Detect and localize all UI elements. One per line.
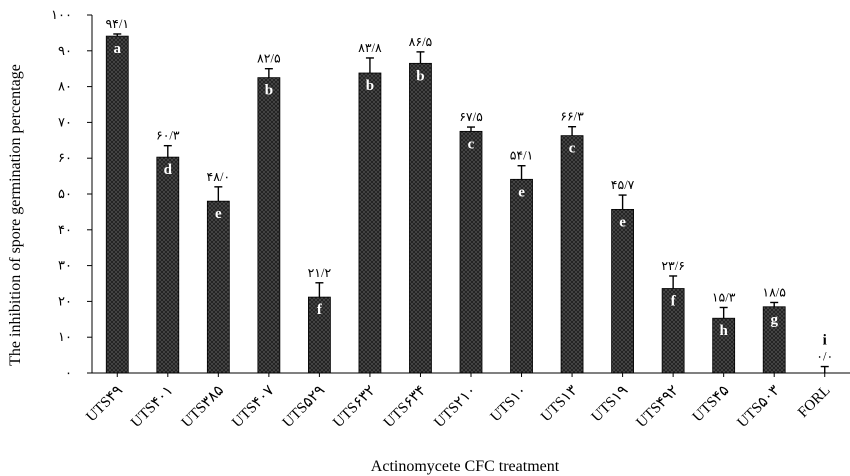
- group-letter: h: [719, 323, 728, 339]
- x-tick-label: UTS۴۵: [690, 383, 733, 426]
- bars: ۹۴/۱ a ۶۰/۳ d ۴۸/۰ e ۸۲/۵ b ۲۱/۲ f ۸۳/۸ b ۸۶/۵ b ۶۷/۵ c…: [105, 17, 833, 374]
- y-axis-label: The inhibition of spore germination perc…: [7, 64, 24, 366]
- x-tick-label: UTS۳۸۵: [179, 383, 227, 431]
- group-letter: e: [215, 206, 222, 222]
- bar: [459, 130, 483, 374]
- group-letter: c: [569, 141, 576, 157]
- group-letter: b: [265, 83, 273, 99]
- data-label: ۶۶/۳: [560, 110, 584, 124]
- y-tick-label: ۷۰: [58, 114, 72, 129]
- group-letter: d: [164, 162, 173, 178]
- y-axis-ticks: ۰ ۱۰ ۲۰ ۳۰ ۴۰ ۵۰ ۶۰ ۷۰ ۸۰ ۹۰ ۱۰۰: [51, 7, 92, 380]
- y-tick-label: ۸۰: [58, 79, 72, 94]
- bar: [611, 208, 634, 374]
- data-label: ۸۲/۵: [257, 52, 281, 66]
- bar: [206, 200, 230, 374]
- bar: [510, 178, 533, 374]
- bar: [409, 62, 432, 374]
- bar: [156, 156, 180, 374]
- group-letter: f: [671, 294, 677, 310]
- group-letter: b: [416, 68, 424, 84]
- bar: [257, 77, 281, 374]
- data-label: ۶۰/۳: [156, 129, 180, 143]
- x-tick-label: UTS۶۳۴: [381, 383, 429, 431]
- data-label: ۱۵/۳: [712, 290, 736, 304]
- group-letter: c: [468, 136, 475, 152]
- group-letter: a: [114, 41, 122, 57]
- data-label: ۱۸/۵: [762, 285, 786, 299]
- group-letter: e: [619, 214, 626, 230]
- x-tick-label: UTS۱۳: [538, 383, 581, 426]
- x-axis-label: Actinomycete CFC treatment: [371, 458, 560, 475]
- y-tick-label: ۲۰: [58, 293, 72, 308]
- y-tick-label: ۴۰: [58, 222, 72, 237]
- x-tick-label: UTS۱۰: [488, 383, 531, 426]
- group-letter: f: [317, 302, 323, 318]
- x-tick-label: UTS۵۲۹: [280, 383, 328, 431]
- data-label: ۲۳/۶: [661, 259, 685, 273]
- data-label: ۸۳/۸: [358, 41, 382, 55]
- x-tick-label: UTS۵۰۳: [735, 383, 783, 431]
- y-tick-label: ۱۰۰: [51, 7, 72, 22]
- data-label: ۴۵/۷: [611, 178, 635, 192]
- x-tick-label: UTS۱۹: [589, 383, 632, 426]
- x-tick-label: UTS۶۳۲: [330, 383, 378, 431]
- x-tick-label: UTS۴۰۱: [128, 383, 176, 431]
- y-tick-label: ۹۰: [58, 43, 72, 58]
- data-label: ۹۴/۱: [105, 17, 129, 31]
- x-axis-ticks: UTS۴۹ UTS۴۰۱ UTS۳۸۵ UTS۴۰۷ UTS۵۲۹ UTS۶۳۲ UTS۶۳…: [83, 373, 834, 431]
- x-tick-label: UTS۴۰۷: [229, 383, 277, 431]
- x-tick-label: UTS۴۹۲: [634, 383, 682, 431]
- y-tick-label: ۱۰: [58, 329, 72, 344]
- y-tick-label: ۳۰: [58, 258, 72, 273]
- group-letter: b: [366, 78, 374, 94]
- bar: [105, 35, 129, 374]
- data-label: ۴۸/۰: [207, 170, 231, 184]
- bar: [560, 135, 584, 374]
- group-letter: g: [770, 312, 778, 328]
- y-tick-label: ۶۰: [58, 150, 72, 165]
- group-letter: e: [518, 184, 525, 200]
- x-tick-label: UTS۲۱۰: [431, 383, 479, 431]
- y-tick-label: ۰: [65, 365, 72, 380]
- x-tick-label: FORL: [795, 383, 833, 421]
- group-letter: i: [823, 333, 827, 349]
- data-label: ۰/۰: [816, 350, 833, 364]
- data-label: ۸۶/۵: [409, 35, 433, 49]
- data-label: ۲۱/۲: [308, 266, 332, 280]
- x-tick-label: UTS۴۹: [83, 383, 126, 426]
- y-tick-label: ۵۰: [58, 186, 72, 201]
- data-label: ۶۷/۵: [459, 110, 483, 124]
- data-label: ۵۴/۱: [510, 149, 534, 163]
- bar: [358, 72, 382, 374]
